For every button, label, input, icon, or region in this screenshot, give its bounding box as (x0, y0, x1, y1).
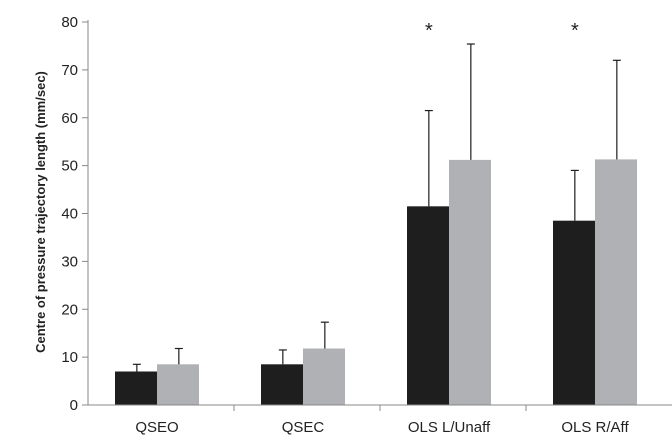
bar (595, 159, 637, 405)
y-tick-label: 20 (61, 301, 78, 318)
y-tick-label: 60 (61, 110, 78, 127)
y-axis-label: Centre of pressure trajectory length (mm… (33, 71, 48, 353)
y-tick-label: 40 (61, 206, 78, 223)
bar (449, 159, 491, 405)
bar (261, 364, 303, 405)
error-bars (132, 43, 621, 372)
x-axis-labels: QSEO QSEC OLS L/Unaff OLS R/Aff (135, 419, 629, 436)
y-tick-label: 30 (61, 253, 78, 270)
axes (87, 20, 672, 411)
significance-asterisk: * (571, 20, 579, 42)
y-tick-label: 50 (61, 158, 78, 175)
x-tick-label: OLS R/Aff (561, 419, 629, 436)
bar (157, 364, 199, 405)
bar (303, 348, 345, 405)
significance-asterisk: * (425, 20, 433, 42)
y-tick-label: 80 (61, 14, 78, 31)
y-tick-label: 0 (70, 397, 78, 414)
x-tick-label: QSEO (135, 419, 178, 436)
bar (407, 206, 449, 405)
bar (553, 220, 595, 405)
bar (115, 371, 157, 405)
x-tick-label: QSEC (282, 419, 325, 436)
y-axis-ticks: 0 10 20 30 40 50 60 70 80 (61, 14, 88, 414)
bars (115, 159, 637, 405)
x-tick-label: OLS L/Unaff (408, 419, 491, 436)
y-tick-label: 10 (61, 349, 78, 366)
significance-markers: * * (425, 20, 579, 42)
y-tick-label: 70 (61, 62, 78, 79)
